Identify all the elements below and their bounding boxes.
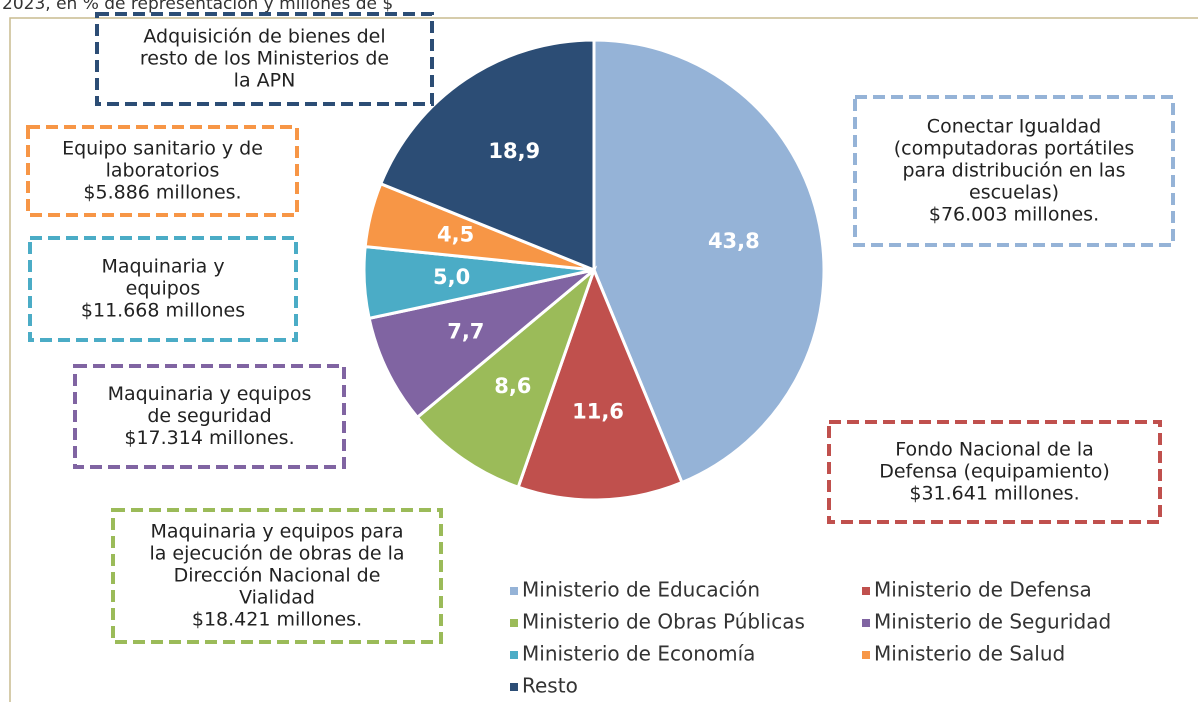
legend-swatch (510, 651, 518, 659)
annotation-text: Defensa (equipamiento) (879, 461, 1110, 483)
legend-label: Ministerio de Defensa (874, 578, 1092, 602)
annotation-text: Maquinaria y equipos (108, 383, 312, 405)
annotation-text: Adquisición de bienes del (143, 26, 385, 48)
pie-slice (415, 265, 598, 490)
annotation-text: la APN (234, 70, 296, 92)
frame (9, 17, 1198, 702)
annotation-text: $5.886 millones. (83, 182, 241, 204)
annotation-text: escuelas) (969, 182, 1059, 204)
legend-swatch (862, 619, 870, 627)
annotation-text: Conectar Igualdad (927, 116, 1101, 138)
value-label: 11,6 (572, 400, 624, 424)
annotation-text: Equipo sanitario y de (62, 138, 263, 160)
legend-swatch (862, 587, 870, 595)
annotation-box (853, 95, 1175, 247)
legend-swatch (510, 587, 518, 595)
annotation-text: la ejecución de obras de la (149, 543, 404, 565)
annotation-text: $31.641 millones. (909, 483, 1079, 505)
legend-label: Ministerio de Economía (522, 642, 755, 666)
annotation-text: $17.314 millones. (124, 427, 294, 449)
legend-swatch (862, 651, 870, 659)
annotation-box (827, 420, 1162, 524)
annotation-text: Maquinaria y equipos para (150, 521, 403, 543)
value-label: 5,0 (433, 265, 470, 289)
legend-swatch (510, 683, 518, 691)
pie-slice (516, 265, 684, 502)
annotation-text: de seguridad (147, 405, 271, 427)
subtitle: 2023, en % de representación y millones … (2, 0, 393, 14)
annotation-box (26, 125, 299, 217)
annotation-text: Vialidad (239, 587, 315, 609)
annotation-box (95, 12, 434, 106)
annotation-text: $76.003 millones. (929, 204, 1099, 226)
annotation-text: Maquinaria y (101, 256, 224, 278)
annotation-text: para distribución en las (902, 160, 1125, 182)
annotation-box (111, 508, 443, 644)
legend-label: Resto (522, 674, 578, 698)
value-label: 18,9 (488, 139, 540, 163)
annotation-text: Dirección Nacional de (174, 565, 381, 587)
annotation-box (73, 364, 346, 469)
legend-swatch (510, 619, 518, 627)
pie-slice (378, 38, 596, 273)
legend-label: Ministerio de Educación (522, 578, 760, 602)
annotation-text: $11.668 millones (81, 300, 245, 322)
pie-slice (592, 38, 826, 485)
value-label: 4,5 (437, 223, 474, 247)
annotation-box (28, 236, 298, 342)
annotation-text: $18.421 millones. (192, 609, 362, 631)
value-label: 7,7 (447, 319, 484, 343)
legend-label: Ministerio de Obras Públicas (522, 610, 805, 634)
annotation-text: resto de los Ministerios de (140, 48, 389, 70)
value-label: 8,6 (494, 374, 531, 398)
legend-label: Ministerio de Seguridad (874, 610, 1111, 634)
legend-label: Ministerio de Salud (874, 642, 1065, 666)
annotation-text: Fondo Nacional de la (895, 439, 1094, 461)
value-label: 43,8 (708, 229, 760, 253)
annotation-text: equipos (126, 278, 201, 300)
annotation-text: laboratorios (106, 160, 220, 182)
annotation-text: (computadoras portátiles (894, 138, 1134, 160)
